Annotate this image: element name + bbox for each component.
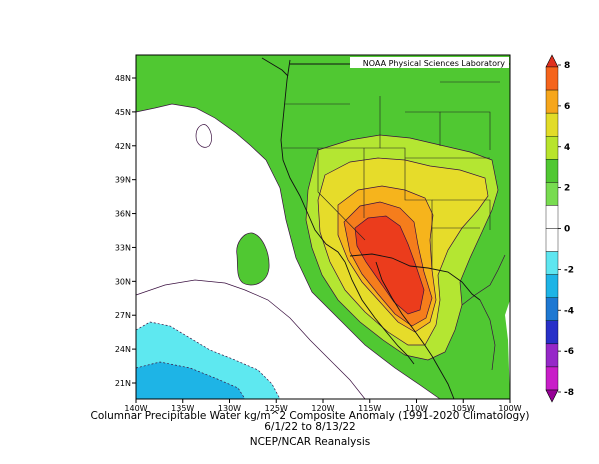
lat-tick-label: 39N [115, 176, 131, 185]
colorbar-top-arrow [545, 54, 559, 68]
lat-tick-label: 27N [115, 311, 131, 320]
contour-lines [135, 103, 506, 400]
contour-line [317, 157, 489, 346]
colorbar-label: -4 [564, 306, 574, 316]
lat-tick-label: 36N [115, 210, 131, 219]
colorbar-label: 2 [564, 184, 570, 194]
anomaly-region-skyblue [136, 362, 245, 399]
lon-tick-label: 100W [498, 404, 521, 413]
lon-tick-label: 130W [218, 404, 241, 413]
colorbar-label: -2 [564, 265, 574, 275]
caption-dates: 6/1/22 to 8/13/22 [264, 421, 356, 433]
colorbar-swatch [545, 274, 559, 298]
gulf-of-california [375, 261, 455, 400]
colorbar-swatch [545, 251, 559, 275]
caption-source: NCEP/NCAR Reanalysis [249, 436, 371, 448]
contour-line [135, 321, 281, 400]
lon-tick-label: 135W [171, 404, 194, 413]
colorbar-swatch [545, 159, 559, 183]
colorbar-swatch [545, 228, 559, 252]
lon-tick-label: 110W [405, 404, 428, 413]
state-border [317, 148, 366, 241]
state-border [440, 111, 491, 150]
state-borders [283, 81, 500, 268]
lon-tick-label: 115W [358, 404, 381, 413]
colorbar-swatch [545, 297, 559, 321]
baja-coastline [344, 261, 415, 365]
anomaly-island-green [236, 232, 270, 286]
lat-tick-label: 45N [115, 108, 131, 117]
colorbar-label: 0 [564, 225, 570, 235]
lat-tick-label: 21N [115, 379, 131, 388]
contour-line [236, 232, 270, 286]
contour-line [354, 215, 425, 315]
map-plot-area: NOAA Physical Sciences Laboratory [135, 54, 511, 400]
contour-line [135, 279, 366, 400]
colorbar-label: -6 [564, 347, 574, 357]
credit-box [350, 57, 509, 68]
lat-tick-label: 33N [115, 243, 131, 252]
lon-tick-label: 120W [311, 404, 334, 413]
caption-title: Columnar Precipitable Water kg/m^2 Compo… [90, 410, 530, 422]
anomaly-hole-white [196, 124, 212, 148]
contour-line [479, 299, 496, 371]
colorbar-label: 6 [564, 102, 570, 112]
lat-tick-label: 42N [115, 142, 131, 151]
lat-tick-label: 24N [115, 345, 131, 354]
contour-line [135, 103, 441, 400]
vancouver-island [261, 57, 289, 77]
colorbar-swatch [545, 366, 559, 391]
us-west-coastline [280, 59, 346, 263]
colorbar-swatch [545, 112, 559, 137]
lat-tick-label: 48N [115, 74, 131, 83]
anomaly-region-red [355, 216, 424, 314]
colorbar-swatch [545, 320, 559, 345]
lon-tick-label: 105W [452, 404, 475, 413]
state-border [380, 147, 433, 268]
latitude-axis: 21N 24N 27N 30N 33N 36N 39N 42N 45N 48N [115, 74, 136, 388]
colorbar-label: 4 [564, 143, 570, 153]
colorbar-swatch [545, 89, 559, 114]
colorbar-label: 8 [564, 61, 570, 71]
credit-text: NOAA Physical Sciences Laboratory [363, 59, 506, 68]
colorbar-label: -8 [564, 388, 574, 398]
colorbar-swatch [545, 205, 559, 229]
contour-line [337, 185, 437, 333]
lat-tick-label: 30N [115, 277, 131, 286]
contour-line [343, 201, 433, 327]
colorbar-swatch [545, 182, 559, 206]
colorbar-swatch [545, 66, 559, 91]
colorbar-swatch [545, 136, 559, 160]
state-border [432, 199, 491, 230]
lon-tick-label: 125W [265, 404, 288, 413]
contour-line [461, 254, 506, 306]
contour-line [195, 124, 212, 148]
colorbar: 8 6 4 2 0 -2 -4 -6 -8 [545, 54, 574, 403]
contour-line [135, 361, 246, 400]
lon-tick-label: 140W [124, 404, 147, 413]
colorbar-bottom-arrow [545, 389, 559, 403]
us-mexico-border [349, 253, 481, 301]
longitude-axis: 140W 135W 130W 125W 120W 115W 110W 105W 100W [124, 399, 522, 413]
colorbar-swatch [545, 343, 559, 368]
